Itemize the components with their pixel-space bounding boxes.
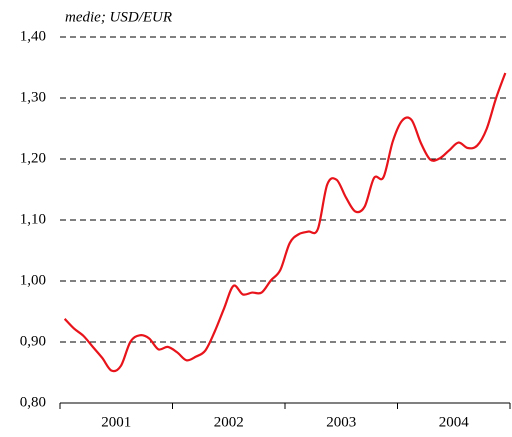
y-tick-label: 1,40 bbox=[20, 28, 46, 44]
y-axis-label: medie; USD/EUR bbox=[65, 9, 172, 25]
x-tick-label: 2003 bbox=[326, 414, 356, 430]
y-tick-label: 1,20 bbox=[20, 150, 46, 166]
line bbox=[63, 72, 507, 373]
x-tick-label: 2004 bbox=[439, 414, 470, 430]
y-tick-label: 1,30 bbox=[20, 89, 46, 105]
y-tick-label: 0,90 bbox=[20, 333, 46, 349]
y-tick-label: 1,10 bbox=[20, 211, 46, 227]
y-tick-label: 1,00 bbox=[20, 272, 46, 288]
x-tick-label: 2001 bbox=[101, 414, 131, 430]
y-tick-label: 0,80 bbox=[20, 394, 46, 410]
x-tick-label: 2002 bbox=[214, 414, 244, 430]
